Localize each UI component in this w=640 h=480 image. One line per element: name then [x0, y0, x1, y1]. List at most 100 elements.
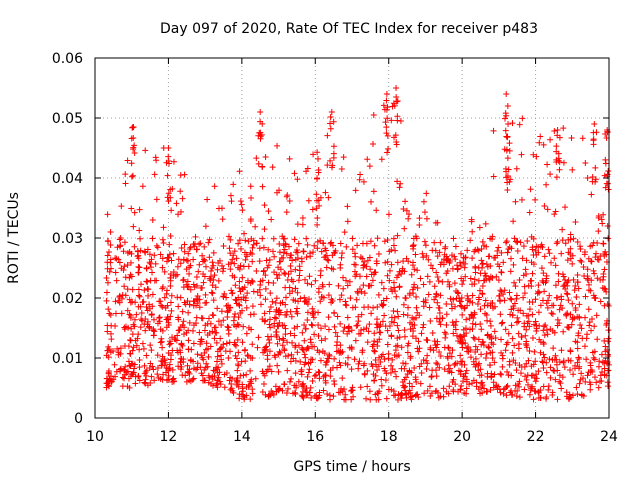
data-point — [445, 345, 452, 352]
data-point — [409, 286, 416, 293]
data-point — [397, 180, 404, 187]
data-point — [326, 396, 333, 403]
data-point — [266, 316, 273, 323]
data-point — [242, 358, 249, 365]
data-point — [483, 276, 490, 283]
data-point — [276, 348, 283, 355]
data-point — [483, 350, 490, 357]
data-point — [457, 386, 464, 393]
data-point — [291, 325, 298, 332]
data-point — [167, 233, 174, 240]
data-point — [509, 391, 516, 398]
data-point — [400, 360, 407, 367]
data-point — [556, 378, 563, 385]
data-point — [574, 345, 581, 352]
data-point — [163, 316, 170, 323]
data-point — [213, 339, 220, 346]
data-point — [159, 285, 166, 292]
data-point — [205, 315, 212, 322]
data-point — [394, 232, 401, 239]
data-point — [202, 377, 209, 384]
data-point — [373, 396, 380, 403]
data-point — [121, 324, 128, 331]
data-point — [153, 196, 160, 203]
data-point — [452, 256, 459, 263]
data-point — [229, 290, 236, 297]
data-point — [558, 347, 565, 354]
data-point — [406, 290, 413, 297]
data-point — [248, 380, 255, 387]
data-point — [445, 362, 452, 369]
data-point — [457, 358, 464, 365]
data-point — [304, 241, 311, 248]
data-point — [528, 363, 535, 370]
data-point — [390, 242, 397, 249]
data-point — [584, 266, 591, 273]
data-point — [456, 298, 463, 305]
data-point — [511, 342, 518, 349]
data-point — [551, 368, 558, 375]
data-point — [295, 378, 302, 385]
data-point — [169, 334, 176, 341]
data-point — [144, 321, 151, 328]
data-point — [126, 311, 133, 318]
data-point — [509, 335, 516, 342]
data-point — [303, 254, 310, 261]
data-point — [394, 335, 401, 342]
data-point — [507, 176, 514, 183]
data-point — [337, 265, 344, 272]
data-point — [314, 347, 321, 354]
data-point — [186, 264, 193, 271]
data-point — [216, 257, 223, 264]
data-point — [365, 328, 372, 335]
data-point — [469, 320, 476, 327]
data-point — [370, 140, 377, 147]
data-point — [259, 163, 266, 170]
data-point — [600, 211, 607, 218]
data-point — [313, 205, 320, 212]
data-point — [554, 238, 561, 245]
data-point — [504, 187, 511, 193]
data-point — [605, 383, 612, 390]
data-point — [242, 237, 249, 244]
data-point — [214, 353, 221, 360]
data-point — [390, 235, 397, 242]
data-point — [338, 166, 345, 173]
data-point — [302, 325, 309, 332]
data-point — [268, 216, 275, 223]
data-point — [384, 341, 391, 348]
data-point — [175, 363, 182, 370]
data-point — [181, 171, 188, 178]
data-point — [458, 334, 465, 341]
data-point — [458, 382, 465, 389]
data-point — [437, 239, 444, 246]
data-point — [554, 367, 561, 374]
data-point — [595, 384, 602, 391]
data-point — [492, 335, 499, 342]
data-point — [569, 252, 576, 259]
data-point — [308, 281, 315, 288]
data-point — [361, 261, 368, 268]
data-point — [529, 270, 536, 277]
data-point — [121, 239, 128, 246]
data-point — [313, 191, 320, 198]
data-point — [165, 190, 172, 197]
data-point — [342, 396, 349, 403]
data-point — [274, 275, 281, 282]
data-point — [545, 246, 552, 253]
data-point — [142, 327, 149, 334]
data-point — [339, 375, 346, 382]
data-point — [224, 308, 231, 315]
data-point — [165, 145, 172, 151]
data-point — [469, 380, 476, 387]
data-point — [329, 297, 336, 304]
data-point — [219, 262, 226, 269]
data-point — [388, 261, 395, 268]
data-point — [433, 373, 440, 380]
data-point — [124, 307, 131, 314]
data-point — [166, 251, 173, 258]
data-point — [338, 292, 345, 299]
data-point — [184, 368, 191, 375]
data-point — [292, 266, 299, 273]
data-point — [283, 209, 290, 216]
